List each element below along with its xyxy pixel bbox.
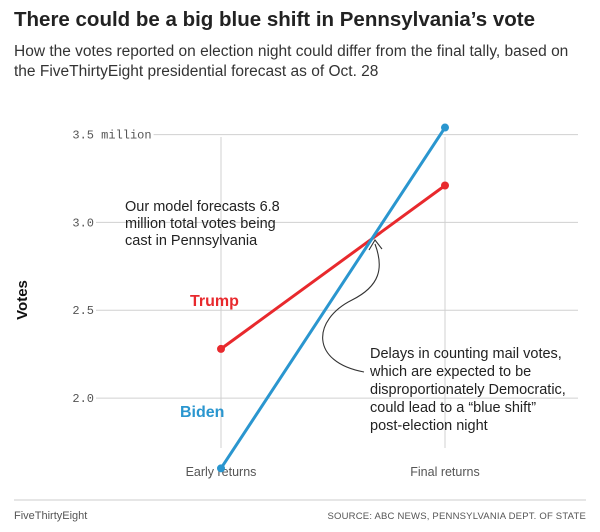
- annotation-model-forecast: Our model forecasts 6.8 million total vo…: [125, 199, 284, 249]
- y-tick-label: 2.0: [72, 392, 94, 406]
- y-tick-label: 3.0: [72, 216, 94, 230]
- footer-source: SOURCE: ABC NEWS, PENNSYLVANIA DEPT. OF …: [327, 511, 586, 522]
- trump-series-label: Trump: [190, 293, 239, 310]
- biden-data-point: [217, 464, 225, 473]
- annotation-arrow: [322, 243, 380, 373]
- biden-series-line: [219, 126, 447, 470]
- chart-title: There could be a big blue shift in Penns…: [14, 8, 535, 31]
- annotation-blue-shift: Delays in counting mail votes, which are…: [369, 346, 570, 434]
- biden-data-point: [441, 123, 449, 132]
- annotation-model-line: million total votes being: [125, 216, 276, 232]
- annotation-model-line: Our model forecasts 6.8: [125, 199, 280, 215]
- trump-data-point: [217, 344, 225, 353]
- footer-brand: FiveThirtyEight: [14, 510, 87, 522]
- annotations: Our model forecasts 6.8 million total vo…: [125, 199, 570, 434]
- annotation-arrowhead: [368, 239, 383, 251]
- biden-series-label: Biden: [180, 404, 224, 421]
- x-tick-label: Final returns: [410, 465, 479, 479]
- annotation-delay-line: Delays in counting mail votes,: [370, 346, 562, 362]
- annotation-delay-line: could lead to a “blue shift”: [370, 400, 536, 416]
- trump-series-line: [219, 184, 447, 351]
- annotation-delay-line: post-election night: [370, 418, 488, 434]
- x-tick-labels: Early returns Final returns: [186, 465, 480, 479]
- annotation-model-line: cast in Pennsylvania: [125, 233, 258, 249]
- y-tick-labels: 2.0 2.5 3.0 3.5 million: [72, 129, 151, 407]
- annotation-delay-line: which are expected to be: [369, 364, 531, 380]
- annotation-delay-line: disproportionately Democratic,: [370, 382, 566, 398]
- y-axis-label: Votes: [14, 280, 31, 320]
- y-tick-label: 2.5: [72, 304, 94, 318]
- y-tick-label: 3.5 million: [72, 129, 151, 143]
- series-layer: Trump Biden: [180, 123, 449, 473]
- chart-subtitle: How the votes reported on election night…: [14, 43, 569, 80]
- trump-data-point: [441, 181, 449, 190]
